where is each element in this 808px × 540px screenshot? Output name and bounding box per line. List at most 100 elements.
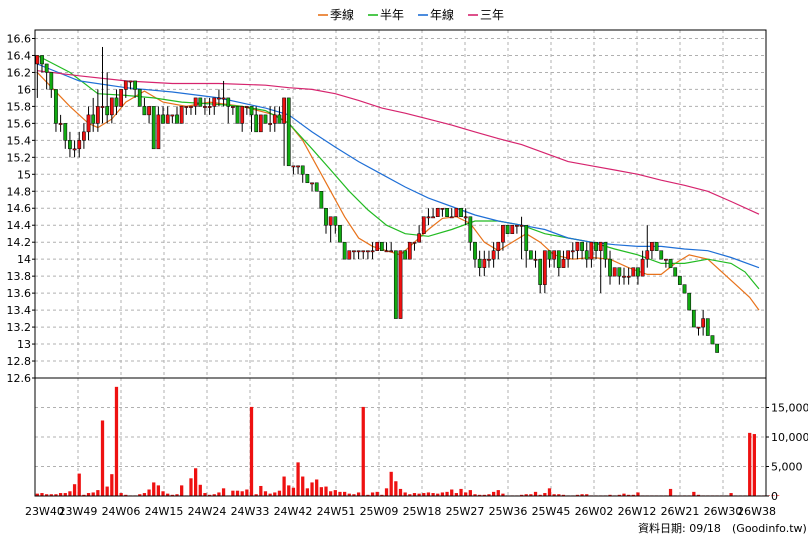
candle-body bbox=[454, 207, 459, 217]
candle-body bbox=[198, 97, 203, 107]
x-tick-label: 24W06 bbox=[102, 505, 141, 518]
candle-body bbox=[715, 343, 719, 353]
volume-bar bbox=[338, 491, 342, 496]
candle-body bbox=[286, 97, 291, 167]
candle-body bbox=[328, 216, 333, 226]
candle-body bbox=[175, 114, 179, 124]
candle-body bbox=[179, 106, 184, 124]
price-tick-label: 14.6 bbox=[7, 202, 32, 215]
candle-body bbox=[342, 241, 347, 260]
candle-body bbox=[389, 250, 394, 253]
volume-bar bbox=[464, 492, 468, 496]
candle-body bbox=[91, 114, 96, 124]
candle-body bbox=[556, 250, 561, 268]
price-tick-label: 15.4 bbox=[7, 134, 32, 147]
candle-body bbox=[370, 250, 375, 253]
volume-bar bbox=[636, 492, 640, 496]
candle-body bbox=[440, 207, 445, 210]
candle-body bbox=[650, 241, 654, 251]
volume-bar bbox=[403, 492, 407, 496]
date-label: 資料日期: 09/18 bbox=[638, 521, 721, 535]
candle-body bbox=[72, 148, 77, 151]
candle-body bbox=[44, 63, 49, 73]
volume-bar bbox=[543, 493, 547, 496]
candle-body bbox=[86, 114, 91, 133]
price-tick-label: 13 bbox=[17, 338, 31, 351]
candle-body bbox=[580, 241, 584, 251]
candle-body bbox=[528, 250, 533, 260]
volume-bar bbox=[207, 494, 212, 496]
x-tick-label: 24W24 bbox=[188, 505, 227, 518]
volume-bar bbox=[585, 494, 589, 496]
candle-body bbox=[361, 250, 366, 253]
volume-tick-label: 15,000 bbox=[771, 402, 808, 415]
candle-body bbox=[319, 191, 324, 209]
ma-line-三年 bbox=[37, 70, 760, 215]
candle-body bbox=[668, 258, 673, 268]
price-tick-label: 15.2 bbox=[7, 151, 32, 164]
candle-body bbox=[705, 318, 710, 336]
candle-body bbox=[240, 106, 245, 124]
candle-body bbox=[258, 114, 263, 133]
candle-body bbox=[673, 267, 678, 277]
volume-bar bbox=[519, 494, 524, 496]
candle-body bbox=[677, 275, 682, 285]
volume-bar bbox=[440, 492, 445, 496]
legend-label: 年線 bbox=[430, 7, 454, 22]
volume-bar bbox=[138, 494, 142, 496]
volume-bar bbox=[194, 468, 198, 496]
volume-bar bbox=[617, 494, 621, 496]
candle-body bbox=[659, 250, 664, 260]
candle-body bbox=[300, 165, 305, 175]
candle-body bbox=[217, 97, 221, 100]
volume-bar bbox=[114, 386, 119, 496]
candle-body bbox=[338, 224, 342, 243]
grid bbox=[34, 30, 767, 496]
x-tick-label: 25W09 bbox=[360, 505, 399, 518]
source-label: (Goodinfo.tw) bbox=[732, 522, 807, 535]
price-tick-label: 16.6 bbox=[7, 32, 32, 45]
volume-bars bbox=[35, 386, 780, 496]
candle-body bbox=[156, 114, 161, 150]
candle-body bbox=[193, 97, 198, 107]
volume-bar bbox=[296, 462, 300, 496]
candle-body bbox=[105, 106, 110, 116]
price-tick-label: 13.4 bbox=[7, 304, 32, 317]
volume-bar bbox=[68, 491, 72, 496]
volume-bar bbox=[478, 494, 482, 496]
candle-body bbox=[691, 309, 696, 328]
volume-bar bbox=[82, 494, 86, 496]
volume-bar bbox=[156, 485, 161, 496]
x-tick-label: 26W38 bbox=[737, 505, 776, 518]
volume-bar bbox=[142, 493, 147, 496]
volume-bar bbox=[305, 488, 310, 496]
price-tick-label: 13.2 bbox=[7, 321, 32, 334]
candles bbox=[35, 46, 719, 353]
volume-bar bbox=[45, 494, 49, 496]
volume-bar bbox=[533, 491, 538, 496]
volume-bar bbox=[333, 490, 337, 496]
volume-bar bbox=[501, 493, 505, 496]
candle-body bbox=[682, 284, 687, 294]
volume-bar bbox=[58, 493, 63, 496]
volume-bar bbox=[277, 490, 282, 496]
volume-bar bbox=[329, 491, 333, 496]
volume-bar bbox=[310, 482, 314, 496]
volume-bar bbox=[622, 493, 626, 496]
volume-bar bbox=[491, 491, 496, 496]
volume-bar bbox=[496, 490, 500, 496]
candle-body bbox=[426, 216, 431, 219]
volume-bar bbox=[389, 471, 393, 496]
x-tick-label: 25W36 bbox=[489, 505, 528, 518]
candle-body bbox=[54, 89, 58, 124]
candle-body bbox=[268, 123, 273, 125]
candle-body bbox=[435, 207, 440, 217]
candle-body bbox=[119, 89, 124, 107]
candle-body bbox=[272, 114, 277, 124]
candle-body bbox=[664, 258, 668, 261]
candle-body bbox=[603, 241, 608, 260]
volume-bar bbox=[35, 493, 39, 496]
volume-bar bbox=[249, 406, 254, 496]
legend-label: 季線 bbox=[330, 7, 354, 22]
x-tick-label: 24W15 bbox=[145, 505, 184, 518]
